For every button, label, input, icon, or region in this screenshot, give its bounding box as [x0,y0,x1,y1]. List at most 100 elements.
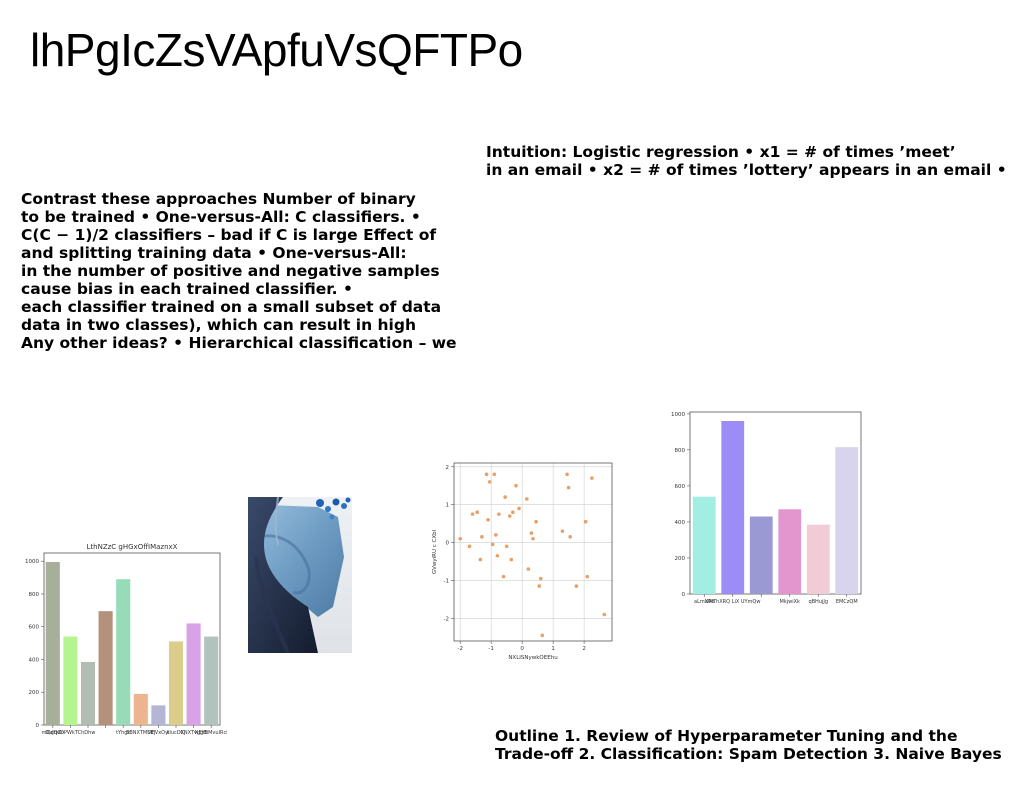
x-tick-label: -1 [488,646,493,652]
y-tick-label: 2 [446,465,450,471]
text-line: in the number of positive and negative s… [21,262,440,280]
y-tick-label: 600 [29,625,40,631]
text-line: data in two classes), which can result i… [21,316,416,334]
scatter-point [501,574,506,579]
text-line: Any other ideas? • Hierarchical classifi… [21,334,457,352]
x-tick-label: qBHujJg [808,599,828,605]
scatter-point [511,510,515,515]
scatter-point [560,529,565,533]
x-tick-label: mQdQZo [42,730,64,736]
x-tick-label: EBNXTMUEj [126,730,155,736]
text-line: Contrast these approaches Number of bina… [21,190,416,208]
scatter-point [494,533,498,537]
plot-frame [689,411,862,595]
x-tick-label: 2 [582,646,586,652]
scatter-point [470,512,475,516]
scatter-point [590,476,594,480]
bar [749,516,773,594]
bar [133,693,148,725]
y-axis-label: GVwyiRU c CXbl [432,529,438,574]
scatter-point [487,480,492,484]
bar [186,623,201,725]
x-tick-label: EMCzQM [836,599,858,605]
y-tick-label: -2 [444,616,449,622]
scatter-point [537,584,541,588]
scatter-point [565,472,569,477]
text-line: each classifier trained on a small subse… [21,298,442,316]
text-line: Trade-off 2. Classification: Spam Detect… [495,745,1002,763]
y-tick-label: 0 [36,723,40,729]
scatter-point [490,542,495,547]
contrast-text: Contrast these approaches Number of bina… [21,190,457,352]
scatter-point [540,633,545,638]
photo-image [248,497,352,653]
scatter-chart-svg: -2 -1 0 1 2 -2 -1 0 1 2 NXLISNywkOEEhu GVwyiRU c CX… [432,462,613,661]
scatter-point [566,485,571,490]
y-tick-label: 1000 [671,412,685,418]
text-line: C(C − 1)/2 classifiers – bad if C is lar… [21,226,437,244]
text-line: in an email • x2 = # of times ’lottery’ … [486,161,1007,179]
x-tick-label: CNXTvggB [180,730,207,736]
scatter-point [525,497,529,501]
outline-text: Outline 1. Review of Hyperparameter Tuni… [495,727,1002,763]
scatter-point [486,518,490,522]
x-tick-label: kIucDXJ [166,730,185,736]
x-tick-label: SlFVxOyi [147,730,169,736]
scatter-point [531,536,535,541]
scatter-point [484,472,489,477]
scatter-point [585,574,590,579]
scatter-point [574,584,579,588]
scatter-point [475,510,480,515]
scatter-point [458,536,462,541]
bar [98,611,113,725]
bar [151,705,166,725]
y-tick-label: 1 [446,503,450,509]
x-tick-label: DuJqoDPWkTChDhw [45,730,95,736]
scatter-point [497,512,501,516]
scatter-point [529,531,534,535]
bar [80,661,96,725]
x-tick-label: 0 [520,646,524,652]
text-line: to be trained • One-versus-All: C classi… [21,208,421,226]
bar [168,641,184,725]
x-tick-label: aLmXRo [694,599,714,605]
scatter-point [509,557,514,562]
bar [204,636,219,725]
x-tick-label: 1 [551,646,555,652]
scatter-point [495,553,500,558]
bar [45,562,60,725]
bar-chart-1-svg: LthNZzC gHGxOffIMaznxX 0 200 400 600 800 1000 m… [25,543,228,736]
scatter-chart: -2 -1 0 1 2 -2 -1 0 1 2 NXLISNywkOEEhu GVwyiRU c CX… [424,455,620,671]
scatter-point [517,506,521,511]
x-tick-label: UMThXRQ LiX UYmQw [705,599,760,605]
scatter-point [526,567,531,571]
scatter-point [534,519,538,524]
intuition-text: Intuition: Logistic regression • x1 = # … [486,143,1007,179]
chart-title: LthNZzC gHGxOffIMaznxX [87,543,178,551]
y-tick-label: 800 [29,592,40,598]
y-tick-label: 0 [682,592,686,598]
scatter-point [503,495,507,499]
x-tick-label: MkjwiXk [780,599,801,605]
x-tick-label: NEYBMvuIRcl [195,730,227,736]
page-title: lhPgIcZsVApfuVsQFTPo [30,24,523,76]
plot-frame [43,552,221,726]
scatter-point [507,514,512,518]
y-tick-label: 800 [675,448,686,454]
text-line: cause bias in each trained classifier. • [21,280,353,298]
bar-chart-1: LthNZzC gHGxOffIMaznxX 0 200 400 600 800 1000 m… [22,538,228,747]
bar [806,524,830,594]
x-tick-label: -2 [457,646,462,652]
scatter-point [568,535,572,539]
x-axis-label: NXLISNywkOEEhu [508,655,557,661]
text-line: Outline 1. Review of Hyperparameter Tuni… [495,727,958,745]
bar [835,447,859,594]
scatter-point [538,576,543,581]
y-tick-label: 400 [29,657,40,663]
text-line: and splitting training data • One-versus… [21,244,407,262]
plot-frame [453,462,613,642]
y-tick-label: -1 [444,578,449,584]
y-tick-label: 600 [675,484,686,490]
x-tick-label: tYhgk [116,730,130,736]
